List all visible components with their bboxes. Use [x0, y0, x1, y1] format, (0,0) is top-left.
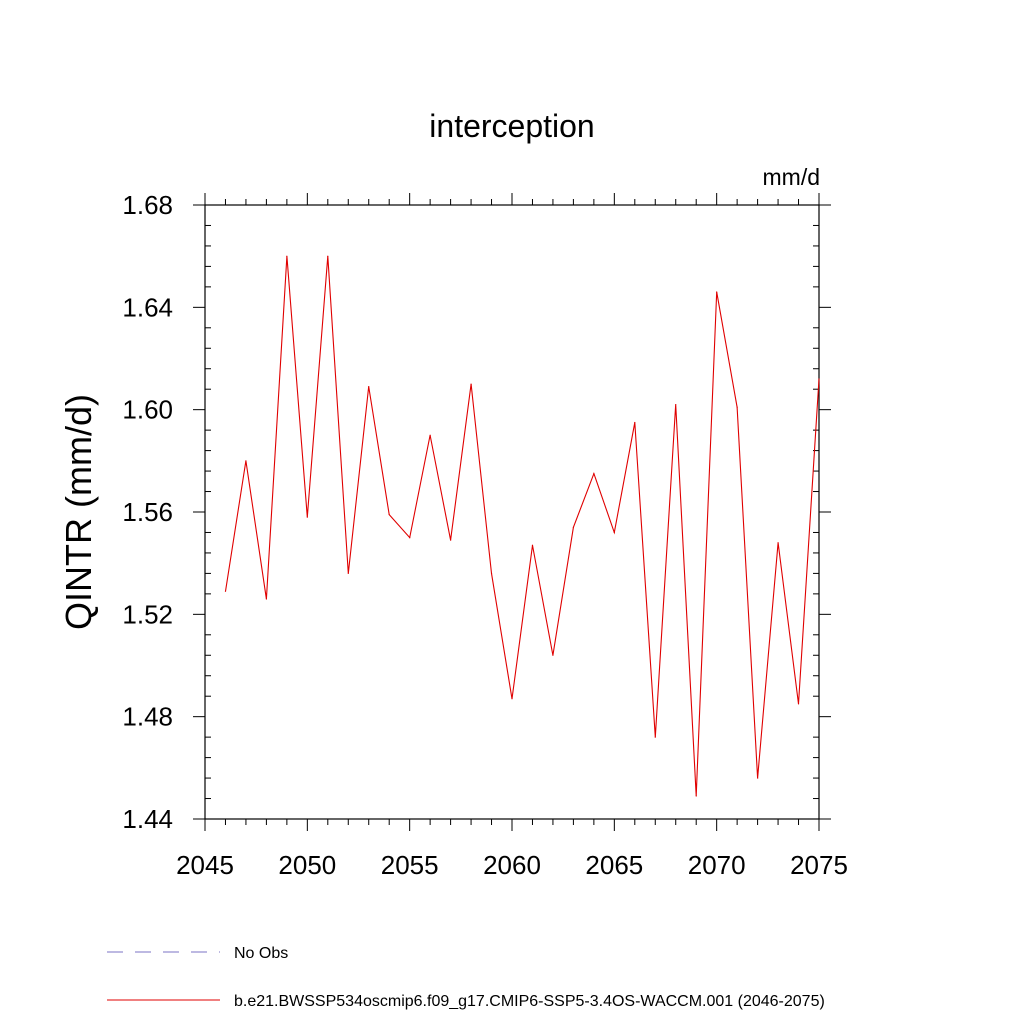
- series-point: [552, 654, 554, 656]
- series-point: [818, 378, 820, 380]
- series-point: [654, 736, 656, 738]
- x-tick-label: 2075: [790, 850, 848, 880]
- y-tick-label: 1.52: [122, 599, 173, 629]
- series-point: [777, 542, 779, 544]
- series-line-0: [224, 256, 820, 797]
- series-point: [716, 291, 718, 293]
- series-point: [675, 403, 677, 406]
- axis-ticks: [193, 193, 831, 831]
- series-point: [613, 531, 615, 534]
- series-point: [224, 590, 227, 592]
- series-point: [327, 255, 329, 257]
- series-point: [245, 460, 247, 462]
- legend-label-0: No Obs: [234, 945, 288, 962]
- x-tick-label: 2050: [278, 850, 336, 880]
- series-point: [306, 516, 308, 518]
- series-point: [511, 698, 513, 700]
- series-point: [265, 598, 267, 600]
- y-tick-label: 1.44: [122, 804, 173, 834]
- series-point: [572, 526, 575, 528]
- y-tick-label: 1.48: [122, 702, 173, 732]
- series-point: [388, 513, 390, 516]
- legend: No Obs b.e21.BWSSP534oscmip6.f09_g17.CMIP…: [107, 945, 825, 1010]
- y-axis-label: QINTR (mm/d): [58, 394, 99, 630]
- series-point: [368, 386, 370, 388]
- legend-label-1: b.e21.BWSSP534oscmip6.f09_g17.CMIP6-SSP5…: [234, 993, 825, 1010]
- series-point: [634, 421, 636, 424]
- series-point: [286, 255, 288, 257]
- series-point: [797, 703, 800, 705]
- axis-tick-labels: 2045 2050 2055 2060 2065 2070 2075 1.44 1.48 1.52…: [122, 190, 848, 880]
- series-point: [490, 572, 493, 575]
- series-point: [429, 434, 431, 436]
- series-point: [450, 539, 452, 541]
- x-tick-label: 2045: [176, 850, 234, 880]
- y-tick-label: 1.60: [122, 395, 173, 425]
- series-layer: [224, 255, 820, 797]
- chart-title: interception: [429, 108, 594, 144]
- series-point: [695, 795, 697, 797]
- series-point: [470, 383, 472, 385]
- plot-frame: [204, 204, 820, 820]
- series-point: [757, 777, 759, 779]
- series-point: [409, 536, 411, 539]
- x-tick-label: 2060: [483, 850, 541, 880]
- units-label: mm/d: [763, 164, 821, 190]
- series-point: [347, 572, 349, 575]
- y-tick-label: 1.68: [122, 190, 173, 220]
- x-tick-label: 2065: [585, 850, 643, 880]
- series-point: [593, 473, 595, 475]
- series-point: [736, 406, 738, 408]
- series-point: [531, 544, 534, 546]
- x-tick-label: 2070: [688, 850, 746, 880]
- x-tick-label: 2055: [381, 850, 439, 880]
- y-tick-label: 1.64: [122, 292, 173, 322]
- y-tick-label: 1.56: [122, 497, 173, 527]
